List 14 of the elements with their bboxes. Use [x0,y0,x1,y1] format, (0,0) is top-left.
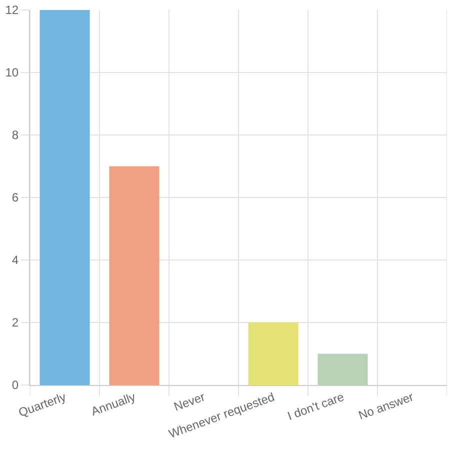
x-tick-label: Never [172,390,207,414]
y-tick-label: 10 [5,66,19,80]
y-tick-label: 6 [12,190,19,205]
bar [248,322,298,385]
bar [40,10,90,385]
y-tick-label: 12 [5,3,19,18]
y-tick-label: 0 [12,378,19,392]
y-tick-label: 4 [12,253,19,268]
y-tick-label: 8 [12,128,19,142]
x-tick-label: I don't care [286,390,346,424]
y-tick-label: 2 [12,316,19,330]
x-tick-label: No answer [356,390,416,422]
bar [318,354,368,385]
bar [109,166,160,385]
